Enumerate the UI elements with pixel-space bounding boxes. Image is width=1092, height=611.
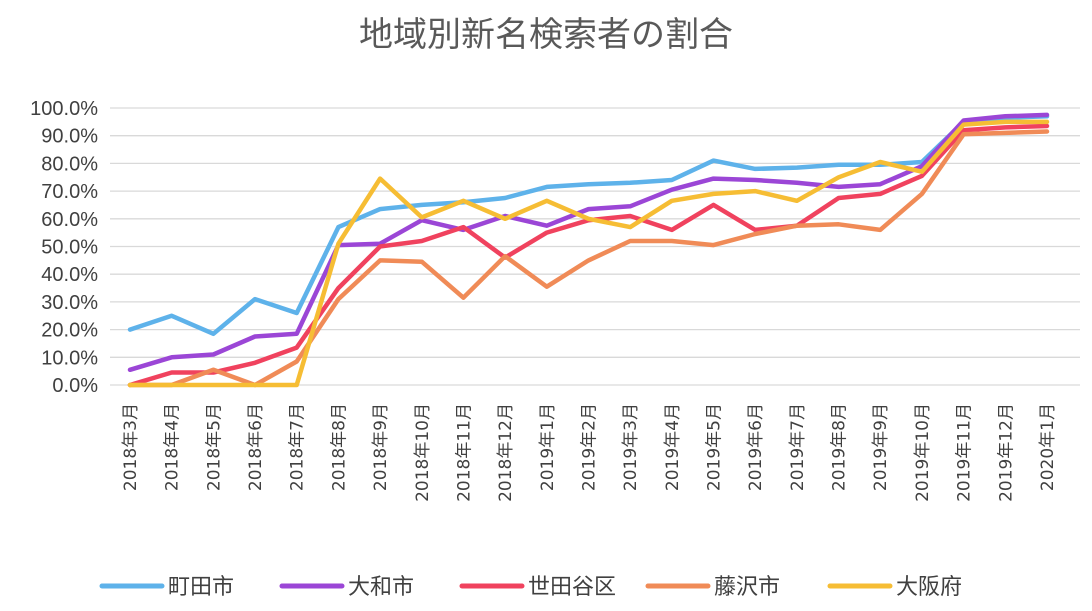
x-tick-label: 2019年12月 — [996, 403, 1016, 502]
x-tick-label: 2019年5月 — [705, 403, 725, 491]
legend-label: 町田市 — [168, 575, 234, 600]
x-tick-label: 2019年2月 — [579, 403, 599, 491]
legend-label: 大和市 — [348, 575, 414, 600]
legend-label: 世田谷区 — [528, 575, 616, 600]
x-tick-label: 2018年7月 — [288, 403, 308, 491]
series-line — [127, 114, 1050, 337]
x-tick-label: 2019年10月 — [913, 403, 933, 502]
x-tick-label: 2019年8月 — [830, 403, 850, 491]
x-tick-label: 2019年3月 — [621, 403, 641, 491]
y-tick-label: 40.0% — [41, 264, 98, 286]
x-tick-label: 2018年8月 — [329, 403, 349, 491]
series-line — [127, 119, 1050, 388]
x-tick-label: 2018年9月 — [371, 403, 391, 491]
x-tick-label: 2019年1月 — [538, 403, 558, 491]
y-tick-label: 60.0% — [41, 209, 98, 231]
x-tick-label: 2019年6月 — [746, 403, 766, 491]
x-tick-label: 2018年11月 — [454, 403, 474, 502]
legend-label: 藤沢市 — [714, 575, 780, 600]
series-line — [127, 112, 1050, 373]
y-tick-label: 90.0% — [41, 126, 98, 148]
y-tick-label: 70.0% — [41, 181, 98, 203]
y-tick-label: 80.0% — [41, 153, 98, 175]
x-axis-ticks: 2018年3月 2018年4月 2018年5月 2018年6月 2018年7月 2018年… — [121, 403, 1058, 502]
series-line — [127, 129, 1050, 388]
x-tick-label: 2018年5月 — [204, 403, 224, 491]
legend: 町田市 大和市 世田谷区 藤沢市 大阪府 — [99, 575, 962, 600]
x-tick-label: 2019年9月 — [871, 403, 891, 491]
x-tick-label: 2019年11月 — [955, 403, 975, 502]
x-tick-label: 2018年4月 — [163, 403, 183, 491]
y-axis-ticks: 0.0% 10.0% 20.0% 30.0% 40.0% 50.0% 60.0% 70.0% 8… — [30, 98, 98, 397]
x-tick-label: 2018年12月 — [496, 403, 516, 502]
x-tick-label: 2018年10月 — [413, 403, 433, 502]
y-tick-label: 10.0% — [41, 347, 98, 369]
x-tick-label: 2018年3月 — [121, 403, 141, 491]
series-lines — [127, 112, 1050, 388]
legend-label: 大阪府 — [896, 575, 962, 600]
chart-title: 地域別新名検索者の割合 — [359, 15, 733, 55]
x-tick-label: 2020年1月 — [1038, 403, 1058, 491]
x-tick-label: 2019年7月 — [788, 403, 808, 491]
y-tick-label: 20.0% — [41, 320, 98, 342]
x-tick-label: 2019年4月 — [663, 403, 683, 491]
y-tick-label: 30.0% — [41, 292, 98, 314]
y-tick-label: 50.0% — [41, 237, 98, 259]
y-tick-label: 100.0% — [30, 98, 98, 120]
x-tick-label: 2018年6月 — [246, 403, 266, 491]
y-tick-label: 0.0% — [52, 375, 98, 397]
